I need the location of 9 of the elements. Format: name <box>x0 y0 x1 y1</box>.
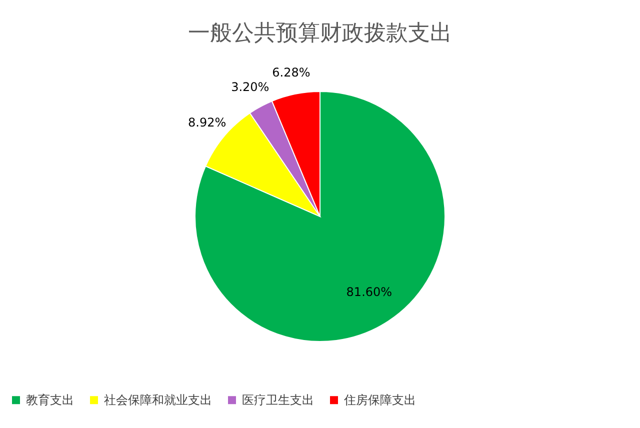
chart-title: 一般公共预算财政拨款支出 <box>188 21 452 46</box>
legend-label: 教育支出 <box>26 393 74 408</box>
data-label: 6.28% <box>272 65 310 80</box>
legend-label: 社会保障和就业支出 <box>104 393 212 408</box>
data-label: 3.20% <box>231 80 270 94</box>
data-label: 81.60% <box>346 284 392 299</box>
legend-label: 医疗卫生支出 <box>242 393 314 408</box>
legend-label: 住房保障支出 <box>343 393 416 408</box>
data-label: 8.92% <box>188 115 226 130</box>
